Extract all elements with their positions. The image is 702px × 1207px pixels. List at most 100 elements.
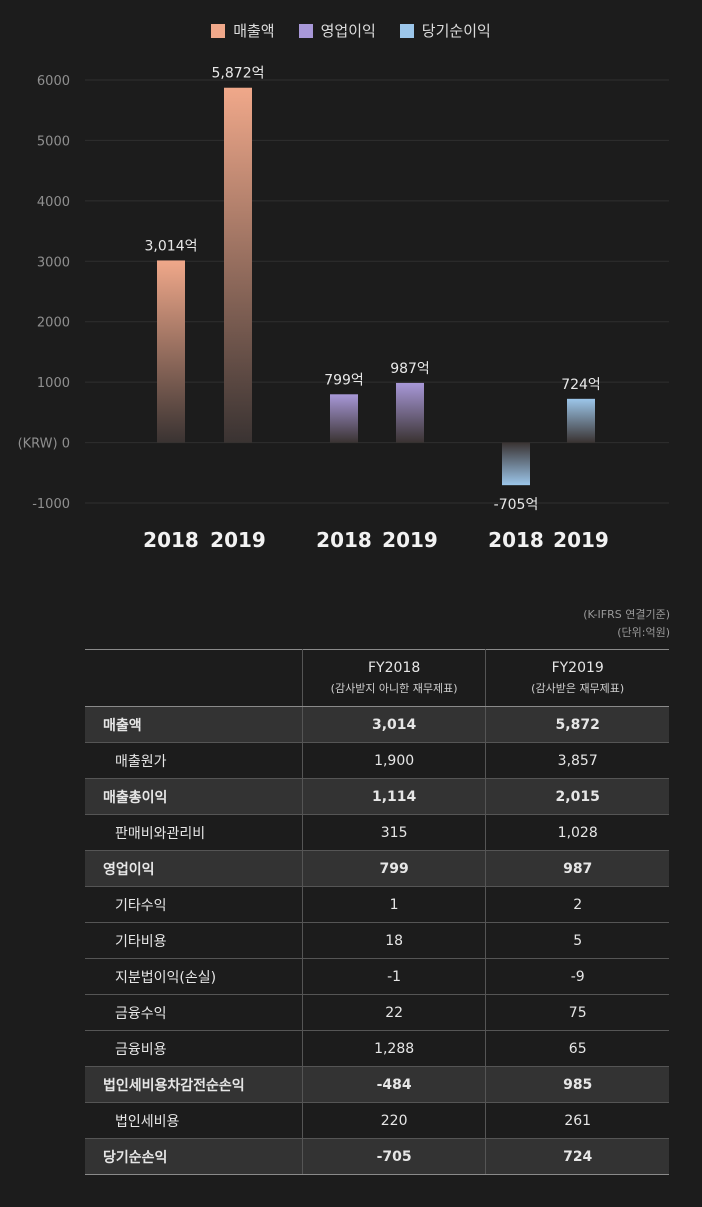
y-tick-label: 5000 bbox=[37, 134, 70, 149]
row-label: 법인세비용 bbox=[85, 1102, 303, 1139]
cell-fy2019: 261 bbox=[485, 1102, 669, 1139]
cell-fy2019: 3,857 bbox=[485, 742, 669, 779]
row-label: 당기순손익 bbox=[85, 1138, 303, 1175]
x-tick-label: 2018 bbox=[143, 528, 199, 552]
legend-swatch-revenue bbox=[211, 23, 226, 38]
legend-label-operating-profit: 영업이익 bbox=[320, 22, 376, 40]
cell-fy2019: 1,028 bbox=[485, 814, 669, 851]
row-label: 기타수익 bbox=[85, 886, 303, 923]
header-empty bbox=[85, 649, 303, 707]
header-fy2018: FY2018 (감사받지 아니한 재무제표) bbox=[302, 649, 487, 707]
legend-swatch-net-income bbox=[399, 23, 414, 38]
cell-fy2019: 985 bbox=[485, 1066, 669, 1103]
data-label: 5,872억 bbox=[212, 66, 265, 82]
x-tick-label: 2018 bbox=[488, 528, 544, 552]
cell-fy2019: 75 bbox=[485, 994, 669, 1031]
table-row: 영업이익 799 987 bbox=[85, 850, 669, 887]
data-label: 987억 bbox=[390, 361, 430, 377]
chart-legend: 매출액 영업이익 당기순이익 bbox=[0, 20, 702, 41]
data-label: 799억 bbox=[324, 372, 364, 388]
table-row: 매출원가 1,900 3,857 bbox=[85, 742, 669, 779]
y-axis-label: (KRW) 0 bbox=[18, 437, 70, 452]
cell-fy2018: 1,114 bbox=[302, 778, 487, 815]
cell-fy2018: -705 bbox=[302, 1138, 487, 1175]
data-label: -705억 bbox=[494, 497, 539, 513]
y-tick-label: 4000 bbox=[37, 195, 70, 210]
row-label: 매출원가 bbox=[85, 742, 303, 779]
cell-fy2019: 724 bbox=[485, 1138, 669, 1175]
x-tick-label: 2019 bbox=[553, 528, 609, 552]
y-tick-label: 1000 bbox=[37, 376, 70, 391]
header-fy2019: FY2019 (감사받은 재무제표) bbox=[485, 649, 669, 707]
table-row: 법인세비용차감전순손익 -484 985 bbox=[85, 1066, 669, 1103]
legend-label-net-income: 당기순이익 bbox=[421, 22, 491, 40]
table-row: 매출총이익 1,114 2,015 bbox=[85, 778, 669, 815]
data-label: 3,014억 bbox=[145, 238, 198, 254]
row-label: 매출총이익 bbox=[85, 778, 303, 815]
cell-fy2018: 1,900 bbox=[302, 742, 487, 779]
table-row: 법인세비용 220 261 bbox=[85, 1102, 669, 1139]
table-row: 금융수익 22 75 bbox=[85, 994, 669, 1031]
cell-fy2018: 1 bbox=[302, 886, 487, 923]
table-row: 매출액 3,014 5,872 bbox=[85, 706, 669, 743]
cell-fy2018: 1,288 bbox=[302, 1030, 487, 1067]
table-row: 기타수익 1 2 bbox=[85, 886, 669, 923]
cell-fy2019: 65 bbox=[485, 1030, 669, 1067]
row-label: 금융수익 bbox=[85, 994, 303, 1031]
legend-swatch-operating-profit bbox=[298, 23, 313, 38]
basis-note: (K-IFRS 연결기준) bbox=[583, 608, 670, 621]
data-label: 724억 bbox=[561, 377, 601, 393]
cell-fy2019: 5 bbox=[485, 922, 669, 959]
bar-0-2019 bbox=[224, 87, 252, 443]
cell-fy2019: 2 bbox=[485, 886, 669, 923]
cell-fy2019: 2,015 bbox=[485, 778, 669, 815]
header-fy2019-sub: (감사받은 재무제표) bbox=[531, 682, 625, 695]
y-tick-label: 3000 bbox=[37, 255, 70, 270]
cell-fy2018: 315 bbox=[302, 814, 487, 851]
chart-area: 매출액 영업이익 당기순이익 6000 5000 4000 3000 2000 1000 -… bbox=[0, 0, 702, 600]
row-label: 영업이익 bbox=[85, 850, 303, 887]
bar-2-2018 bbox=[502, 442, 530, 486]
cell-fy2018: -1 bbox=[302, 958, 487, 995]
cell-fy2019: -9 bbox=[485, 958, 669, 995]
table-row: 기타비용 18 5 bbox=[85, 922, 669, 959]
legend-item-revenue: 매출액 bbox=[211, 20, 275, 41]
cell-fy2018: 3,014 bbox=[302, 706, 487, 743]
y-tick-label: 2000 bbox=[37, 316, 70, 331]
y-tick-label: 6000 bbox=[37, 74, 70, 89]
legend-label-revenue: 매출액 bbox=[233, 22, 275, 40]
table-row: 판매비와관리비 315 1,028 bbox=[85, 814, 669, 851]
legend-item-net-income: 당기순이익 bbox=[399, 20, 491, 41]
x-tick-label: 2018 bbox=[316, 528, 372, 552]
header-fy2018-sub: (감사받지 아니한 재무제표) bbox=[330, 682, 458, 695]
cell-fy2018: 799 bbox=[302, 850, 487, 887]
row-label: 매출액 bbox=[85, 706, 303, 743]
row-label: 지분법이익(손실) bbox=[85, 958, 303, 995]
bar-1-2019 bbox=[396, 382, 424, 443]
cell-fy2018: 220 bbox=[302, 1102, 487, 1139]
cell-fy2018: 22 bbox=[302, 994, 487, 1031]
row-label: 금융비용 bbox=[85, 1030, 303, 1067]
bar-1-2018 bbox=[330, 394, 358, 443]
header-fy2019-title: FY2019 bbox=[551, 660, 604, 676]
bar-2-2019 bbox=[567, 398, 595, 443]
y-tick-label: -1000 bbox=[32, 497, 70, 512]
table-body: 매출액 3,014 5,872 매출원가 1,900 3,857 매출총이익 1,114 2,0… bbox=[85, 706, 669, 1175]
cell-fy2018: -484 bbox=[302, 1066, 487, 1103]
cell-fy2019: 5,872 bbox=[485, 706, 669, 743]
table-row: 당기순손익 -705 724 bbox=[85, 1138, 669, 1175]
unit-note: (단위:억원) bbox=[617, 626, 670, 639]
financial-table: FY2018 (감사받지 아니한 재무제표) FY2019 (감사받은 재무제표… bbox=[85, 649, 669, 1175]
x-tick-label: 2019 bbox=[210, 528, 266, 552]
bar-0-2018 bbox=[157, 260, 185, 443]
legend-item-operating-profit: 영업이익 bbox=[298, 20, 376, 41]
table-row: 금융비용 1,288 65 bbox=[85, 1030, 669, 1067]
bar-chart: 6000 5000 4000 3000 2000 1000 -1000 (KRW) 0 3,01… bbox=[18, 66, 669, 552]
row-label: 법인세비용차감전순손익 bbox=[85, 1066, 303, 1103]
cell-fy2019: 987 bbox=[485, 850, 669, 887]
cell-fy2018: 18 bbox=[302, 922, 487, 959]
row-label: 판매비와관리비 bbox=[85, 814, 303, 851]
table-header-row: FY2018 (감사받지 아니한 재무제표) FY2019 (감사받은 재무제표… bbox=[85, 649, 669, 707]
header-fy2018-title: FY2018 bbox=[368, 660, 421, 676]
row-label: 기타비용 bbox=[85, 922, 303, 959]
